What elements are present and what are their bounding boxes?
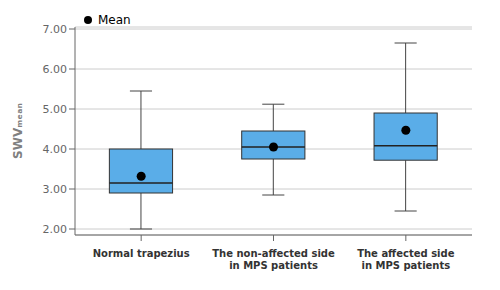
svg-text:The affected sidein MPS patien: The affected sidein MPS patients xyxy=(357,248,455,271)
svg-text:SWVₘₑₐₙ: SWVₘₑₐₙ xyxy=(11,103,25,159)
html-text:Mean: Mean xyxy=(98,13,131,27)
svg-text:6.00: 6.00 xyxy=(43,63,68,76)
svg-text:4.00: 4.00 xyxy=(43,143,68,156)
svg-text:2.00: 2.00 xyxy=(43,223,68,236)
svg-text:3.00: 3.00 xyxy=(43,183,68,196)
svg-text:Normal trapezius: Normal trapezius xyxy=(93,248,190,259)
svg-text:The non-affected sidein MPS pa: The non-affected sidein MPS patients xyxy=(212,248,335,271)
svg-text:7.00: 7.00 xyxy=(43,23,68,36)
svg-text:5.00: 5.00 xyxy=(43,103,68,116)
